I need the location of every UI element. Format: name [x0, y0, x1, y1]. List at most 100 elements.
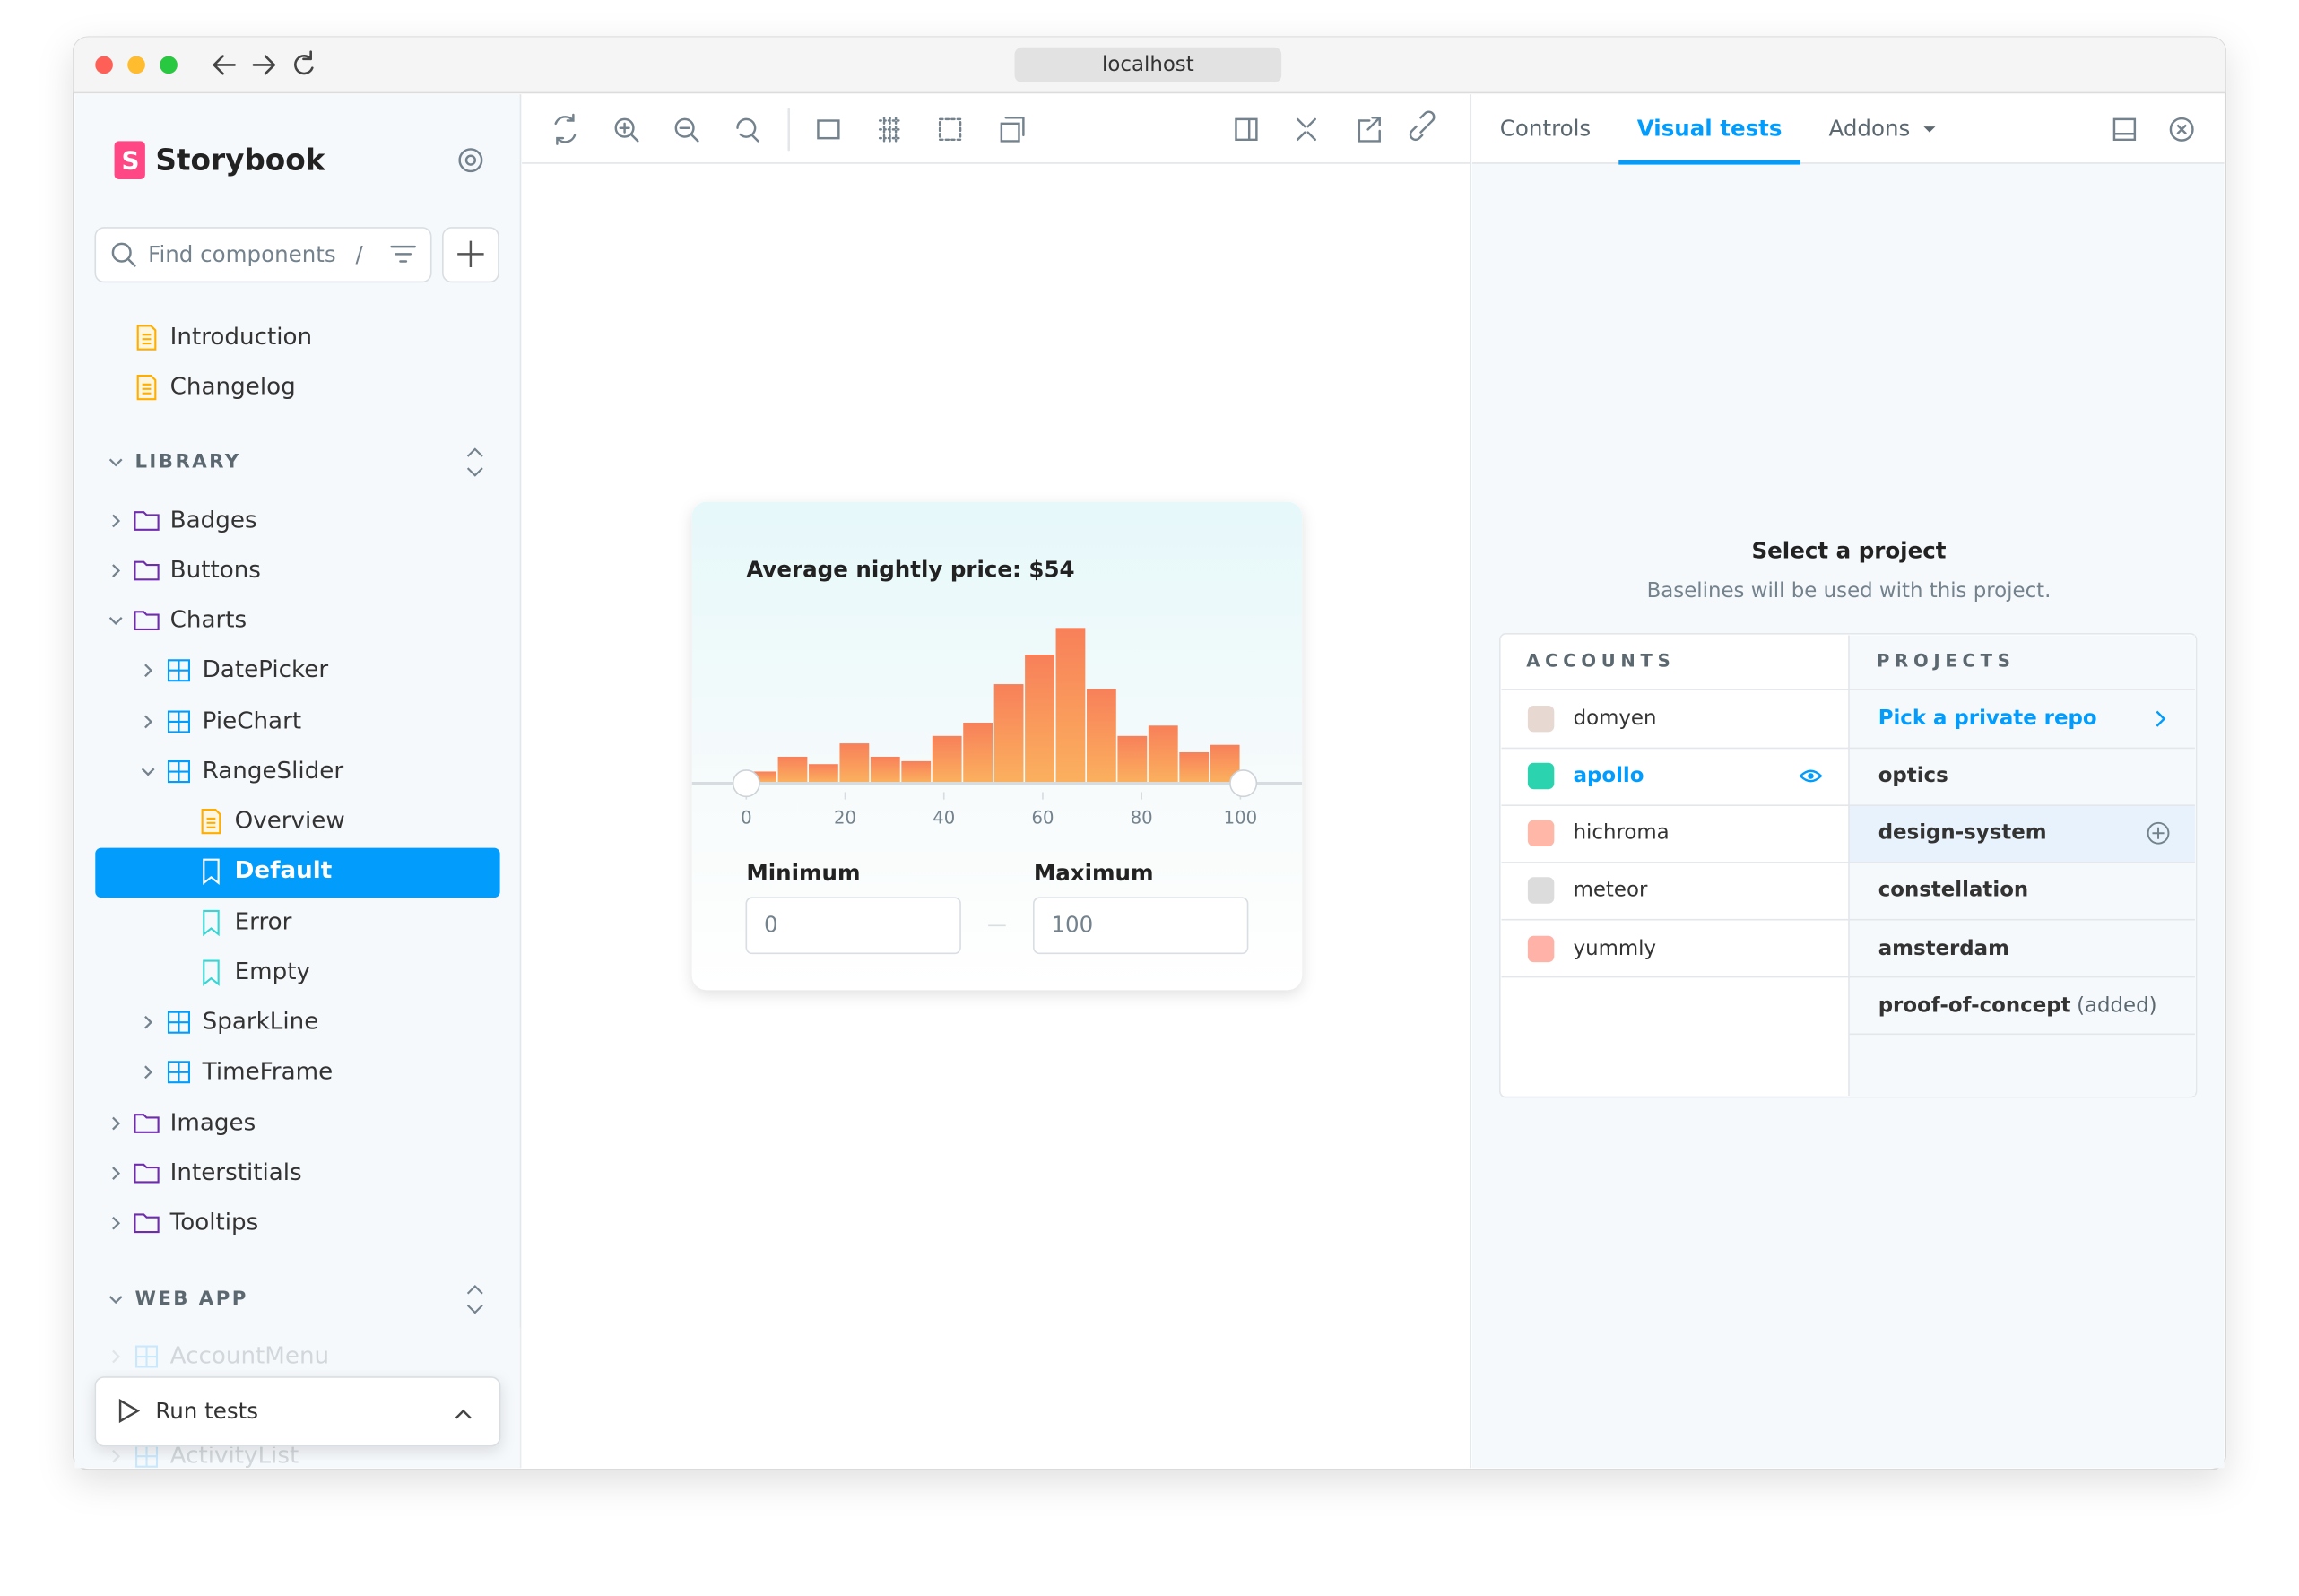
- logo: [114, 141, 145, 179]
- tab[interactable]: Controls: [1500, 115, 1591, 141]
- expand-all[interactable]: [466, 447, 483, 477]
- tree-item[interactable]: Error: [235, 908, 292, 935]
- project-name[interactable]: amsterdam: [1878, 937, 2009, 960]
- tree-item[interactable]: Interstitials: [170, 1159, 302, 1186]
- chevron[interactable]: [108, 1296, 123, 1305]
- panel-position-button[interactable]: [2112, 117, 2137, 142]
- settings-button[interactable]: [458, 148, 483, 173]
- tree-item[interactable]: Empty: [235, 958, 310, 985]
- account-avatar: [1527, 877, 1555, 904]
- story-icon: [203, 959, 220, 986]
- max-input[interactable]: [1033, 897, 1249, 955]
- tree-item[interactable]: PieChart: [203, 707, 301, 734]
- fullscreen-button[interactable]: [1296, 117, 1317, 142]
- minimize-button[interactable]: [127, 56, 145, 74]
- zoom-in-button[interactable]: [614, 117, 639, 143]
- project-name[interactable]: constellation: [1878, 879, 2029, 902]
- background-button[interactable]: [817, 119, 840, 140]
- slider-handle-min[interactable]: [732, 769, 760, 798]
- tree-item[interactable]: Default: [235, 857, 333, 884]
- x-tick-label: 20: [834, 807, 856, 828]
- tree-item[interactable]: Overview: [235, 808, 345, 835]
- back-button[interactable]: [213, 55, 236, 75]
- tab[interactable]: Addons: [1828, 115, 1910, 141]
- chevron[interactable]: [112, 1167, 121, 1180]
- doc-icon: [136, 325, 157, 351]
- new-tab-button[interactable]: [1358, 117, 1381, 143]
- address-bar[interactable]: [1014, 47, 1282, 83]
- tree-item[interactable]: SparkLine: [203, 1009, 319, 1036]
- copy-link-button[interactable]: [1409, 110, 1436, 142]
- account-name[interactable]: domyen: [1574, 707, 1657, 730]
- account-name[interactable]: apollo: [1574, 764, 1644, 787]
- tree-item[interactable]: Charts: [170, 607, 247, 634]
- story-icon: [203, 858, 220, 886]
- sidebar: [74, 94, 521, 1469]
- tree-item[interactable]: Badges: [170, 507, 257, 533]
- projects-column: [1848, 635, 2195, 1096]
- max-label: Maximum: [1034, 860, 1154, 886]
- close-button[interactable]: [95, 56, 113, 74]
- chevron[interactable]: [108, 458, 123, 467]
- chevron[interactable]: [141, 768, 155, 776]
- section-title[interactable]: WEB APP: [134, 1288, 247, 1310]
- collapse-icon[interactable]: [455, 1409, 472, 1419]
- expand-all[interactable]: [466, 1285, 483, 1314]
- chevron[interactable]: [144, 1065, 153, 1080]
- doc-item[interactable]: Introduction: [170, 324, 312, 351]
- grid-button[interactable]: [878, 117, 902, 143]
- tree-item[interactable]: DatePicker: [203, 656, 329, 683]
- account-name[interactable]: yummly: [1574, 937, 1657, 960]
- close-panel-button[interactable]: [2169, 117, 2194, 142]
- section-title[interactable]: LIBRARY: [134, 451, 240, 473]
- search-placeholder: Find components: [148, 241, 335, 267]
- tree-item[interactable]: TimeFrame: [202, 1058, 334, 1085]
- accounts-header: ACCOUNTS: [1526, 650, 1675, 671]
- chevron[interactable]: [112, 514, 121, 528]
- add-project-icon[interactable]: [2147, 821, 2170, 845]
- dropdown-caret: [1923, 126, 1936, 133]
- nav-buttons: [213, 50, 314, 75]
- tree-item[interactable]: Tooltips: [169, 1210, 259, 1236]
- panel-toggle-button[interactable]: [1235, 117, 1258, 142]
- hovered-project: [1848, 805, 2195, 863]
- account-name[interactable]: meteor: [1574, 879, 1648, 902]
- chevron[interactable]: [144, 664, 153, 678]
- maximize-button[interactable]: [160, 56, 178, 74]
- run-tests-panel[interactable]: [94, 1376, 501, 1447]
- project-name[interactable]: design-system: [1878, 821, 2047, 845]
- x-tick-label: 40: [933, 807, 955, 828]
- histogram-bar: [839, 743, 870, 783]
- tree-item[interactable]: Buttons: [170, 557, 261, 584]
- project-name[interactable]: optics: [1878, 764, 1948, 787]
- chevron[interactable]: [112, 1116, 121, 1131]
- reload-button[interactable]: [294, 50, 314, 75]
- remount-button[interactable]: [554, 113, 577, 145]
- histogram-bar: [1025, 655, 1054, 783]
- doc-item[interactable]: Changelog: [170, 374, 296, 401]
- search-box[interactable]: [94, 227, 432, 283]
- chevron[interactable]: [144, 1015, 153, 1029]
- chevron: [2156, 710, 2166, 727]
- card-title: Average nightly price: $54: [746, 557, 1074, 583]
- chevron[interactable]: [112, 1216, 121, 1230]
- measure-button[interactable]: [938, 117, 962, 142]
- tab-active[interactable]: Visual tests: [1637, 115, 1783, 141]
- min-input[interactable]: [745, 897, 961, 955]
- chevron[interactable]: [144, 715, 153, 729]
- zoom-reset-button[interactable]: [736, 117, 759, 143]
- tree-item[interactable]: Images: [170, 1110, 256, 1137]
- filter-button[interactable]: [390, 245, 416, 263]
- project-name[interactable]: proof-of-concept: [1878, 994, 2071, 1018]
- project-name[interactable]: Pick a private repo: [1878, 707, 2097, 730]
- story-icon: [203, 909, 220, 937]
- zoom-out-button[interactable]: [674, 117, 699, 143]
- tree-item[interactable]: RangeSlider: [203, 758, 344, 785]
- chevron[interactable]: [108, 617, 123, 626]
- slider-handle-max[interactable]: [1229, 769, 1258, 798]
- outline-button[interactable]: [1000, 117, 1025, 143]
- tab-indicator: [1618, 160, 1801, 165]
- chevron[interactable]: [112, 564, 121, 577]
- forward-button[interactable]: [252, 55, 276, 75]
- account-name[interactable]: hichroma: [1574, 821, 1670, 845]
